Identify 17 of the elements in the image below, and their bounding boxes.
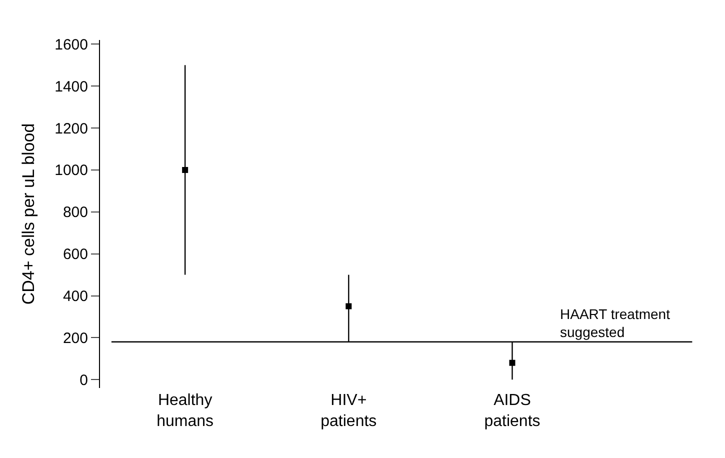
- point: [346, 303, 352, 310]
- y-tick-label: 1000: [54, 162, 88, 180]
- x-tick-label: AIDS patients: [484, 392, 540, 430]
- y-tick-label: 1600: [54, 36, 88, 54]
- y-tick-label: 0: [80, 372, 88, 389]
- point: [509, 360, 516, 366]
- y-tick-label: 200: [62, 330, 88, 347]
- point: [182, 166, 188, 173]
- y-tick-label: 600: [62, 246, 88, 264]
- x-tick-label: Healthy humans: [156, 392, 214, 430]
- y-tick-label: 1400: [54, 78, 88, 96]
- ref-line-label: HAART treatment suggested: [560, 306, 670, 340]
- y-tick-label: 400: [62, 288, 88, 306]
- y-tick-label: 800: [62, 204, 88, 222]
- x-tick-label: HIV+ patients: [320, 392, 377, 430]
- y-tick-label: 1200: [54, 120, 88, 138]
- y-axis-title: CD4+ cells per uL blood: [19, 123, 38, 305]
